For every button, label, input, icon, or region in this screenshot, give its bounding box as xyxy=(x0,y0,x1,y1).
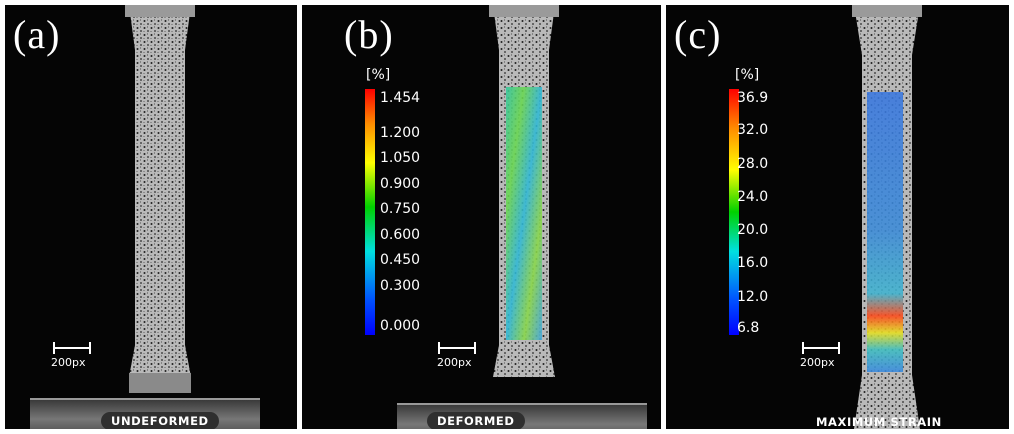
scale-bar-label: 200px xyxy=(51,356,86,369)
colorbar-tick: 0.600 xyxy=(380,228,420,242)
status-label: MAXIMUM STRAIN xyxy=(806,413,952,429)
strain-overlay xyxy=(506,87,542,340)
colorbar-tick: 6.8 xyxy=(737,321,759,335)
colorbar-tick: 12.0 xyxy=(737,290,768,304)
colorbar xyxy=(365,89,375,335)
specimen-image xyxy=(115,5,205,429)
colorbar-tick: 0.900 xyxy=(380,177,420,191)
colorbar-unit: [%] xyxy=(366,67,390,83)
status-label: DEFORMED xyxy=(427,412,525,429)
colorbar-tick: 0.450 xyxy=(380,253,420,267)
panel-label: (c) xyxy=(674,15,721,55)
colorbar-tick: 0.750 xyxy=(380,202,420,216)
colorbar-tick: 0.000 xyxy=(380,319,420,333)
colorbar-tick: 24.0 xyxy=(737,190,768,204)
colorbar-tick: 16.0 xyxy=(737,256,768,270)
strain-overlay xyxy=(867,92,903,372)
colorbar-tick: 36.9 xyxy=(737,91,768,105)
panel-label: (b) xyxy=(344,15,394,55)
colorbar-unit: [%] xyxy=(735,67,759,83)
colorbar-tick: 0.300 xyxy=(380,279,420,293)
colorbar-tick: 1.050 xyxy=(380,151,420,165)
panel-undeformed: (a) 200px UNDEFORMED xyxy=(5,5,297,429)
colorbar-tick: 28.0 xyxy=(737,157,768,171)
scale-bar xyxy=(53,342,91,354)
panel-label: (a) xyxy=(13,15,60,55)
colorbar-tick: 1.454 xyxy=(380,91,420,105)
scale-bar-label: 200px xyxy=(800,356,835,369)
scale-bar xyxy=(802,342,840,354)
colorbar-tick: 20.0 xyxy=(737,223,768,237)
colorbar-tick: 1.200 xyxy=(380,126,420,140)
colorbar-tick: 32.0 xyxy=(737,123,768,137)
panel-maximum-strain: (c) [%] 36.9 32.0 28.0 24.0 20.0 16.0 12… xyxy=(666,5,1009,429)
panel-deformed: (b) [%] 1.454 1.200 1.050 0.900 0.750 0.… xyxy=(302,5,661,429)
scale-bar-label: 200px xyxy=(437,356,472,369)
scale-bar xyxy=(438,342,476,354)
status-label: UNDEFORMED xyxy=(101,412,219,429)
